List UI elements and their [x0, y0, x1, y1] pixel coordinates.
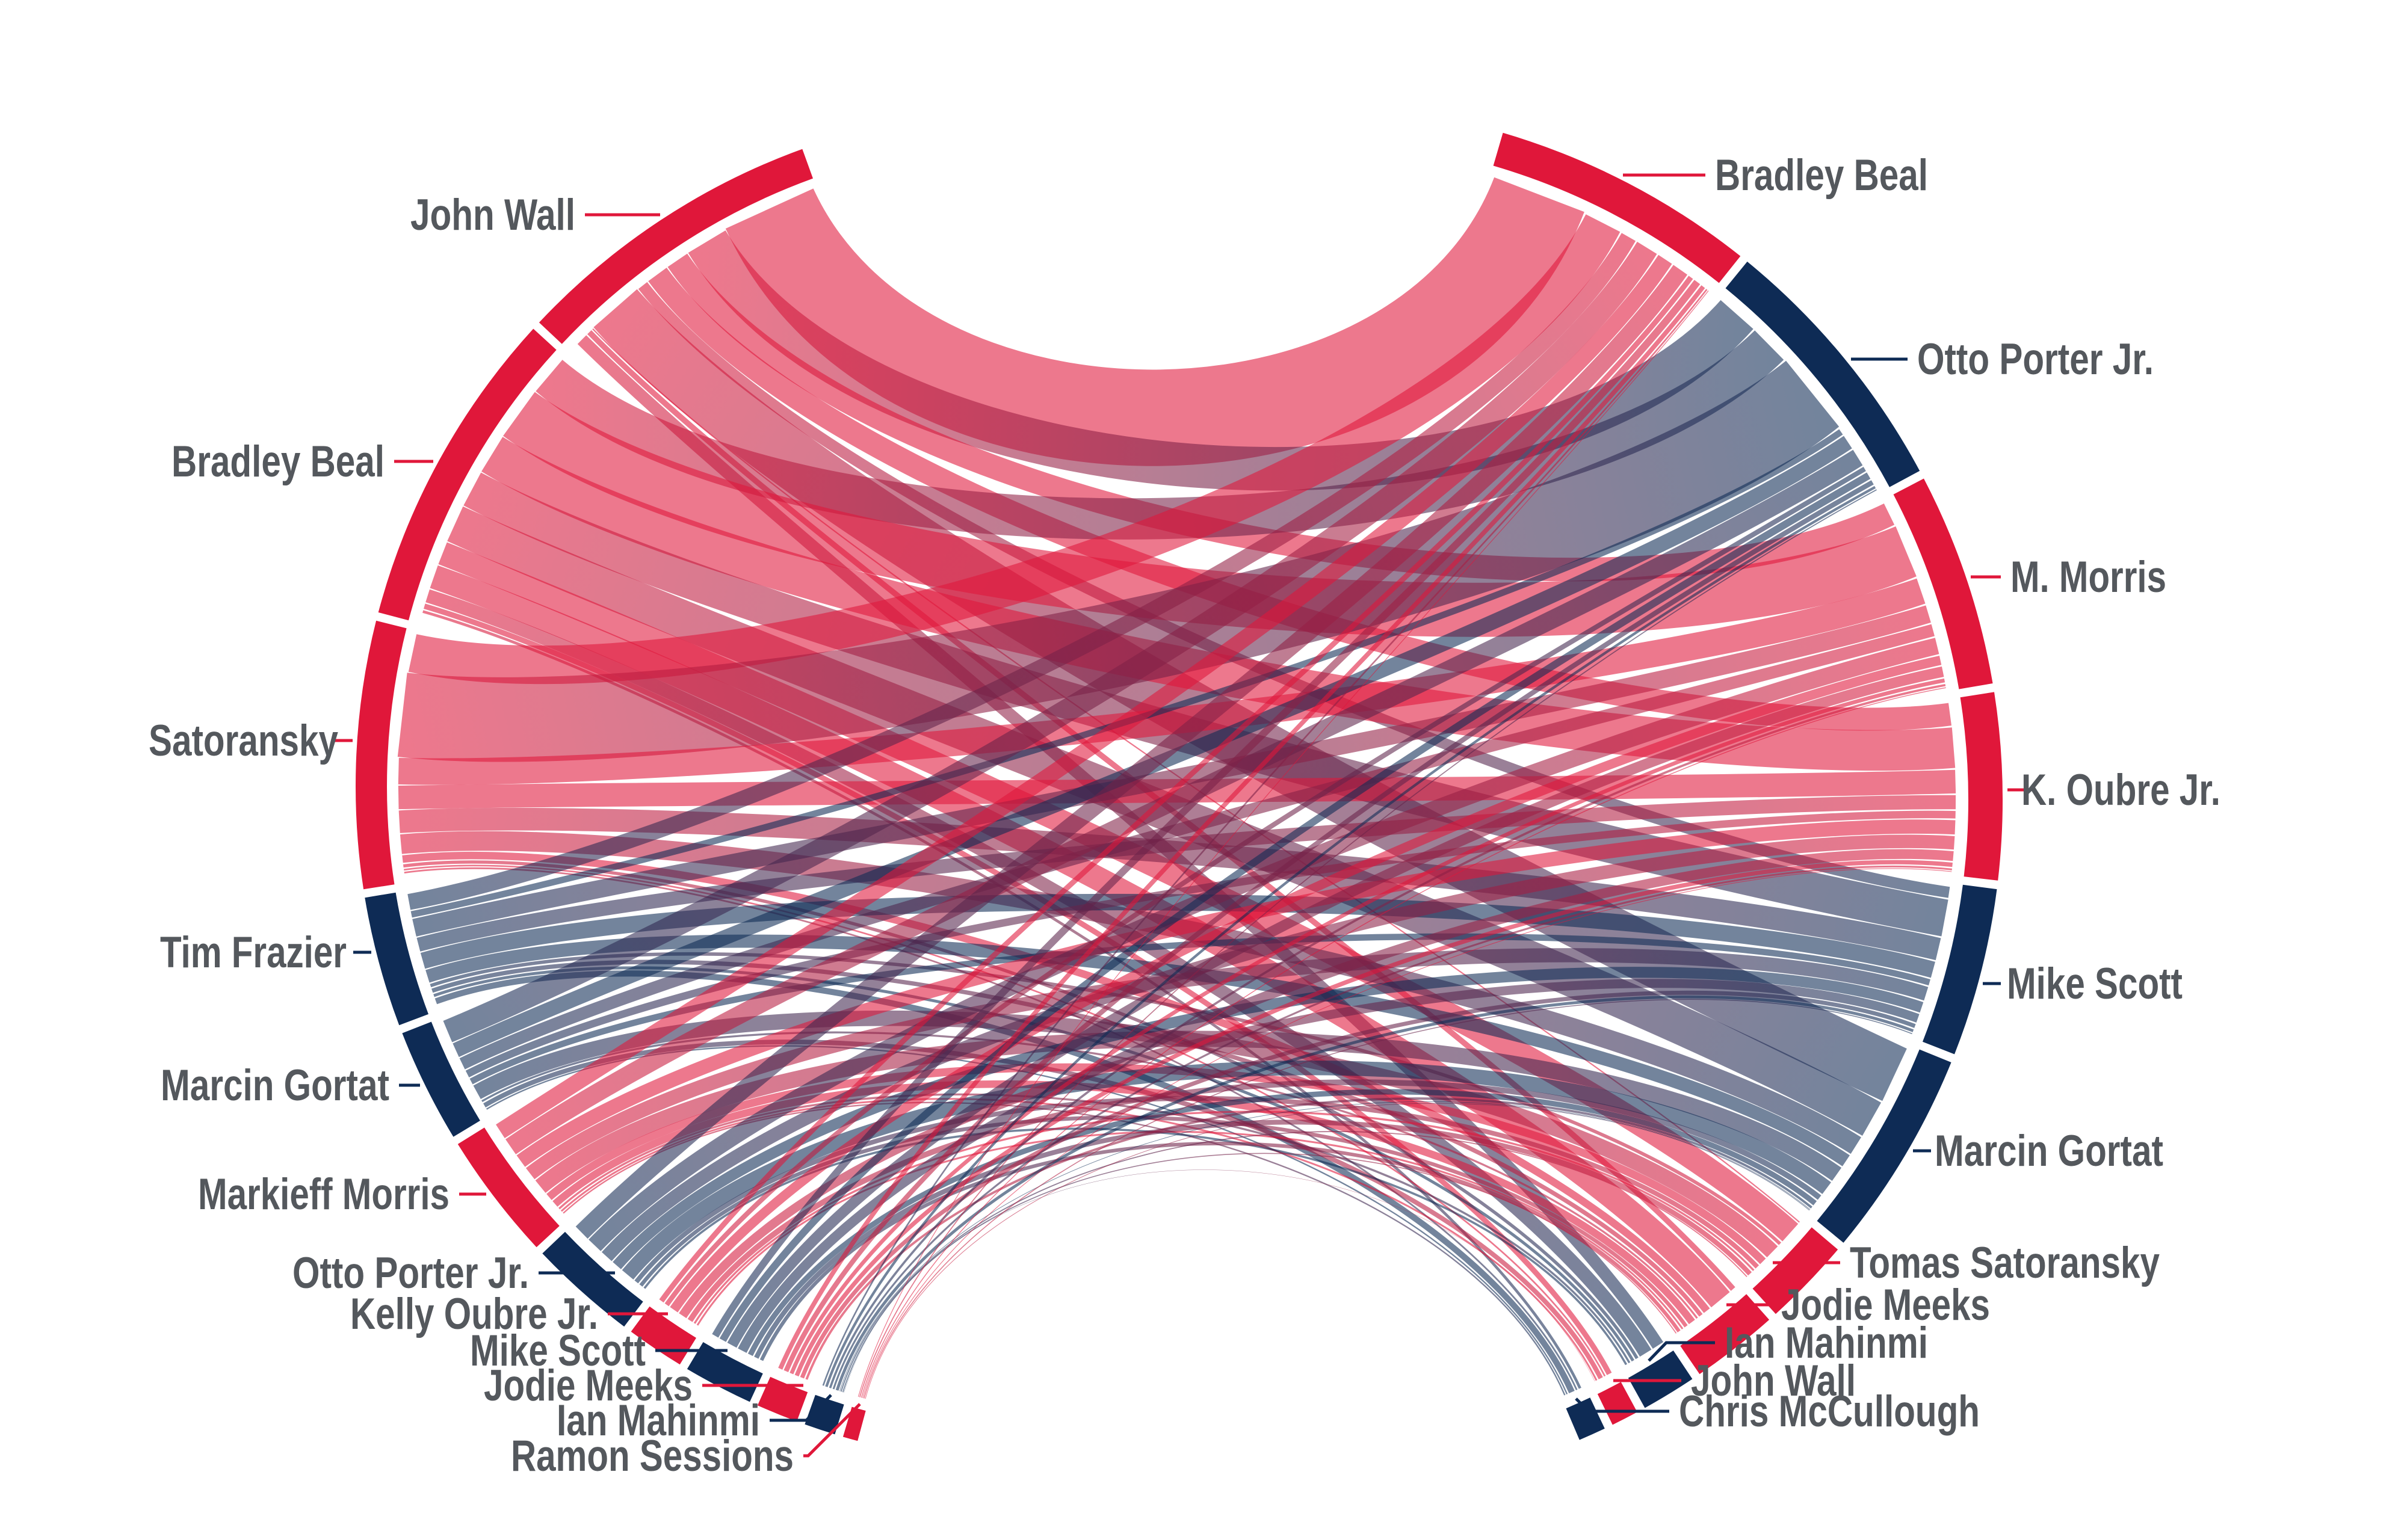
svg-text:Tomas Satoransky: Tomas Satoransky — [1850, 1239, 2160, 1287]
svg-text:Markieff Morris: Markieff Morris — [198, 1170, 450, 1219]
svg-text:Kelly Oubre Jr.: Kelly Oubre Jr. — [350, 1290, 598, 1338]
svg-text:Otto Porter Jr.: Otto Porter Jr. — [292, 1249, 529, 1298]
svg-text:Ramon Sessions: Ramon Sessions — [511, 1432, 794, 1480]
svg-text:Bradley Beal: Bradley Beal — [171, 437, 385, 486]
svg-text:Mike Scott: Mike Scott — [470, 1326, 646, 1375]
svg-text:John Wall: John Wall — [1691, 1357, 1856, 1405]
svg-text:Satoransky: Satoransky — [149, 716, 338, 765]
svg-text:M. Morris: M. Morris — [2010, 553, 2166, 602]
svg-text:John Wall: John Wall — [410, 191, 575, 239]
svg-text:Jodie Meeks: Jodie Meeks — [484, 1361, 693, 1410]
svg-text:Marcin Gortat: Marcin Gortat — [161, 1061, 389, 1110]
svg-text:Chris McCullough: Chris McCullough — [1679, 1387, 1980, 1436]
svg-text:K. Oubre Jr.: K. Oubre Jr. — [2021, 766, 2220, 815]
svg-text:Marcin Gortat: Marcin Gortat — [1935, 1127, 2163, 1175]
svg-text:Bradley Beal: Bradley Beal — [1715, 151, 1928, 200]
svg-text:Jodie Meeks: Jodie Meeks — [1781, 1281, 1990, 1329]
svg-text:Tim Frazier: Tim Frazier — [160, 928, 347, 977]
svg-text:Ian Mahinmi: Ian Mahinmi — [1725, 1319, 1928, 1367]
svg-text:Otto Porter Jr.: Otto Porter Jr. — [1917, 335, 2154, 384]
svg-text:Mike Scott: Mike Scott — [2007, 959, 2183, 1008]
svg-text:Ian Mahinmi: Ian Mahinmi — [557, 1396, 760, 1445]
